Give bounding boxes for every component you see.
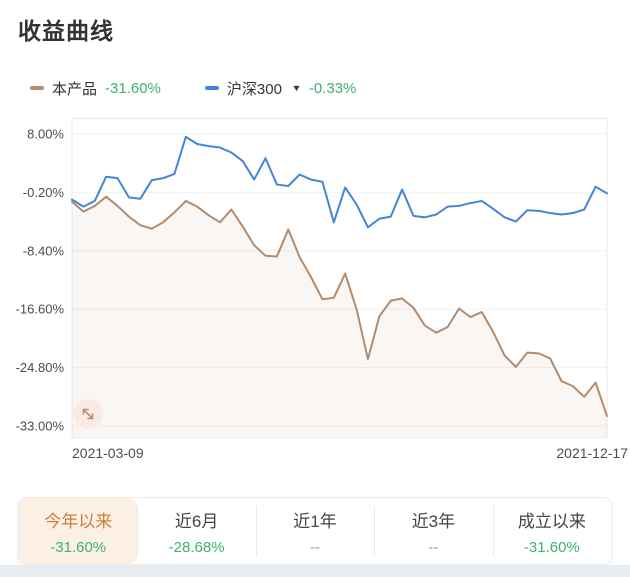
chevron-down-icon[interactable]: ▼	[291, 83, 302, 93]
y-axis-tick-label: 8.00%	[27, 127, 64, 142]
x-axis-labels: 2021-03-09 2021-12-17	[72, 445, 628, 461]
tab-ytd[interactable]: 今年以来 -31.60%	[19, 498, 138, 564]
page-background-strip	[0, 565, 630, 577]
product-line	[71, 195, 608, 418]
tab-1y-label: 近1年	[293, 511, 337, 531]
product-area-fill	[72, 196, 607, 437]
tab-3y-value: --	[428, 538, 439, 556]
product-line-swatch-icon	[30, 86, 44, 90]
tab-6m-label: 近6月	[174, 511, 219, 531]
tab-ytd-value: -31.60%	[50, 538, 107, 556]
y-axis-tick-label: -16.60%	[16, 302, 65, 317]
tab-ytd-label: 今年以来	[44, 511, 113, 531]
returns-chart[interactable]: 8.00% -0.20% -8.40% -16.60% -24.80% -33.00%	[0, 118, 630, 438]
y-axis-tick-label: -24.80%	[16, 360, 65, 375]
plot-border	[71, 118, 608, 438]
tab-6m-value: -28.68%	[168, 538, 225, 556]
x-axis-start-date: 2021-03-09	[72, 445, 144, 461]
page-title: 收益曲线	[18, 18, 114, 44]
tab-3y-label: 近3年	[411, 511, 456, 531]
tab-1y[interactable]: 近1年 --	[255, 498, 374, 564]
y-axis-tick-label: -33.00%	[16, 419, 65, 434]
legend-item-product[interactable]: 本产品 -31.60%	[30, 78, 161, 99]
legend-product-value: -31.60%	[105, 79, 161, 97]
legend-benchmark-value: -0.33%	[308, 79, 357, 97]
expand-icon[interactable]	[73, 399, 103, 429]
tab-3y[interactable]: 近3年 --	[374, 498, 492, 564]
legend-product-label: 本产品	[52, 80, 98, 98]
benchmark-line	[71, 135, 608, 229]
y-axis-tick-label: -0.20%	[23, 185, 65, 200]
y-axis-tick-label: -8.40%	[23, 243, 65, 258]
x-axis-end-date: 2021-12-17	[556, 445, 628, 461]
legend-benchmark-label: 沪深300	[226, 80, 282, 98]
tab-6m[interactable]: 近6月 -28.68%	[137, 498, 255, 564]
returns-chart-plot[interactable]: 8.00% -0.20% -8.40% -16.60% -24.80% -33.00%	[0, 118, 630, 438]
benchmark-line-swatch-icon	[204, 86, 219, 90]
tab-inception[interactable]: 成立以来 -31.60%	[492, 498, 611, 564]
tab-1y-value: --	[310, 538, 321, 556]
chart-legend: 本产品 -31.60% 沪深300 ▼ -0.33%	[30, 78, 630, 98]
tab-inception-label: 成立以来	[517, 511, 586, 531]
legend-item-benchmark[interactable]: 沪深300 ▼ -0.33%	[204, 78, 357, 99]
expand-diagonal-arrows-icon	[73, 399, 103, 429]
period-tab-bar: 今年以来 -31.60% 近6月 -28.68% 近1年 -- 近3年 -- 成…	[18, 497, 612, 565]
tab-inception-value: -31.60%	[523, 538, 580, 556]
